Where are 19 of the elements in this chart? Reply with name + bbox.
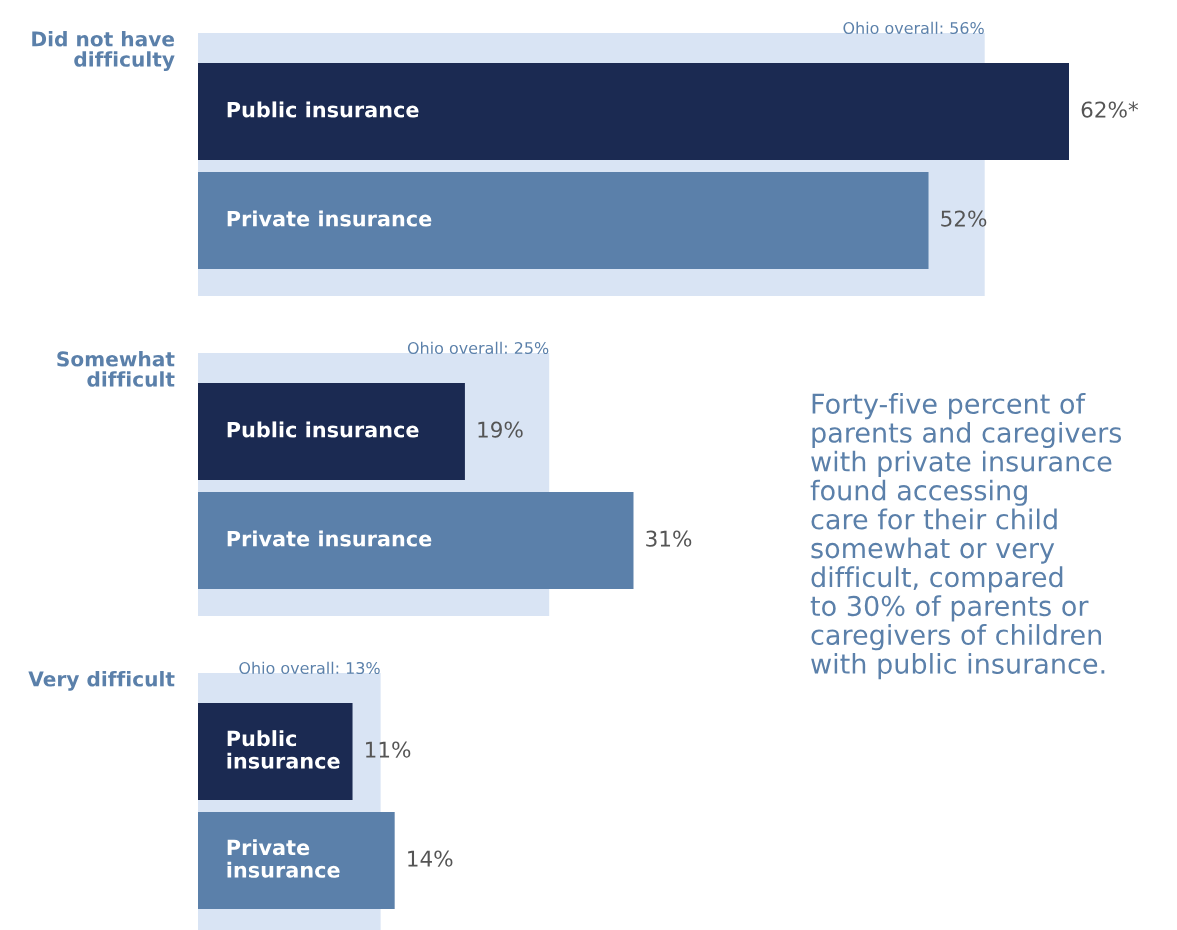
text: Public insurance	[227, 421, 419, 438]
text: Forty-five percent of parents and caregivers with private insurance found accessing care for their child somewhat or very difficult, compared to 30% of parents or caregivers of children with public insurance.	[810, 393, 1122, 680]
text: Public insurance	[227, 101, 419, 118]
data-label: 11%	[366, 741, 411, 758]
data-label: 52%	[941, 210, 987, 227]
data-label: Ohio overall: 13%	[239, 661, 380, 675]
data-label: 19%	[478, 421, 523, 438]
data-label: Ohio overall: 25%	[407, 341, 549, 355]
series-label: Private insurance	[227, 839, 340, 878]
data-label: Ohio overall: 56%	[843, 21, 984, 35]
data-label: 14%	[408, 850, 453, 867]
text: Private insurance	[227, 530, 432, 547]
series-label: Public insurance	[227, 730, 340, 769]
y-tick-label: Very difficult	[28, 671, 175, 691]
y-tick-label: Did not have difficulty	[32, 31, 175, 71]
data-label: 62%*	[1081, 101, 1139, 118]
y-tick-label: Somewhat difficult	[57, 351, 175, 387]
text: Private insurance	[227, 210, 432, 227]
data-label: 31%	[646, 530, 692, 547]
